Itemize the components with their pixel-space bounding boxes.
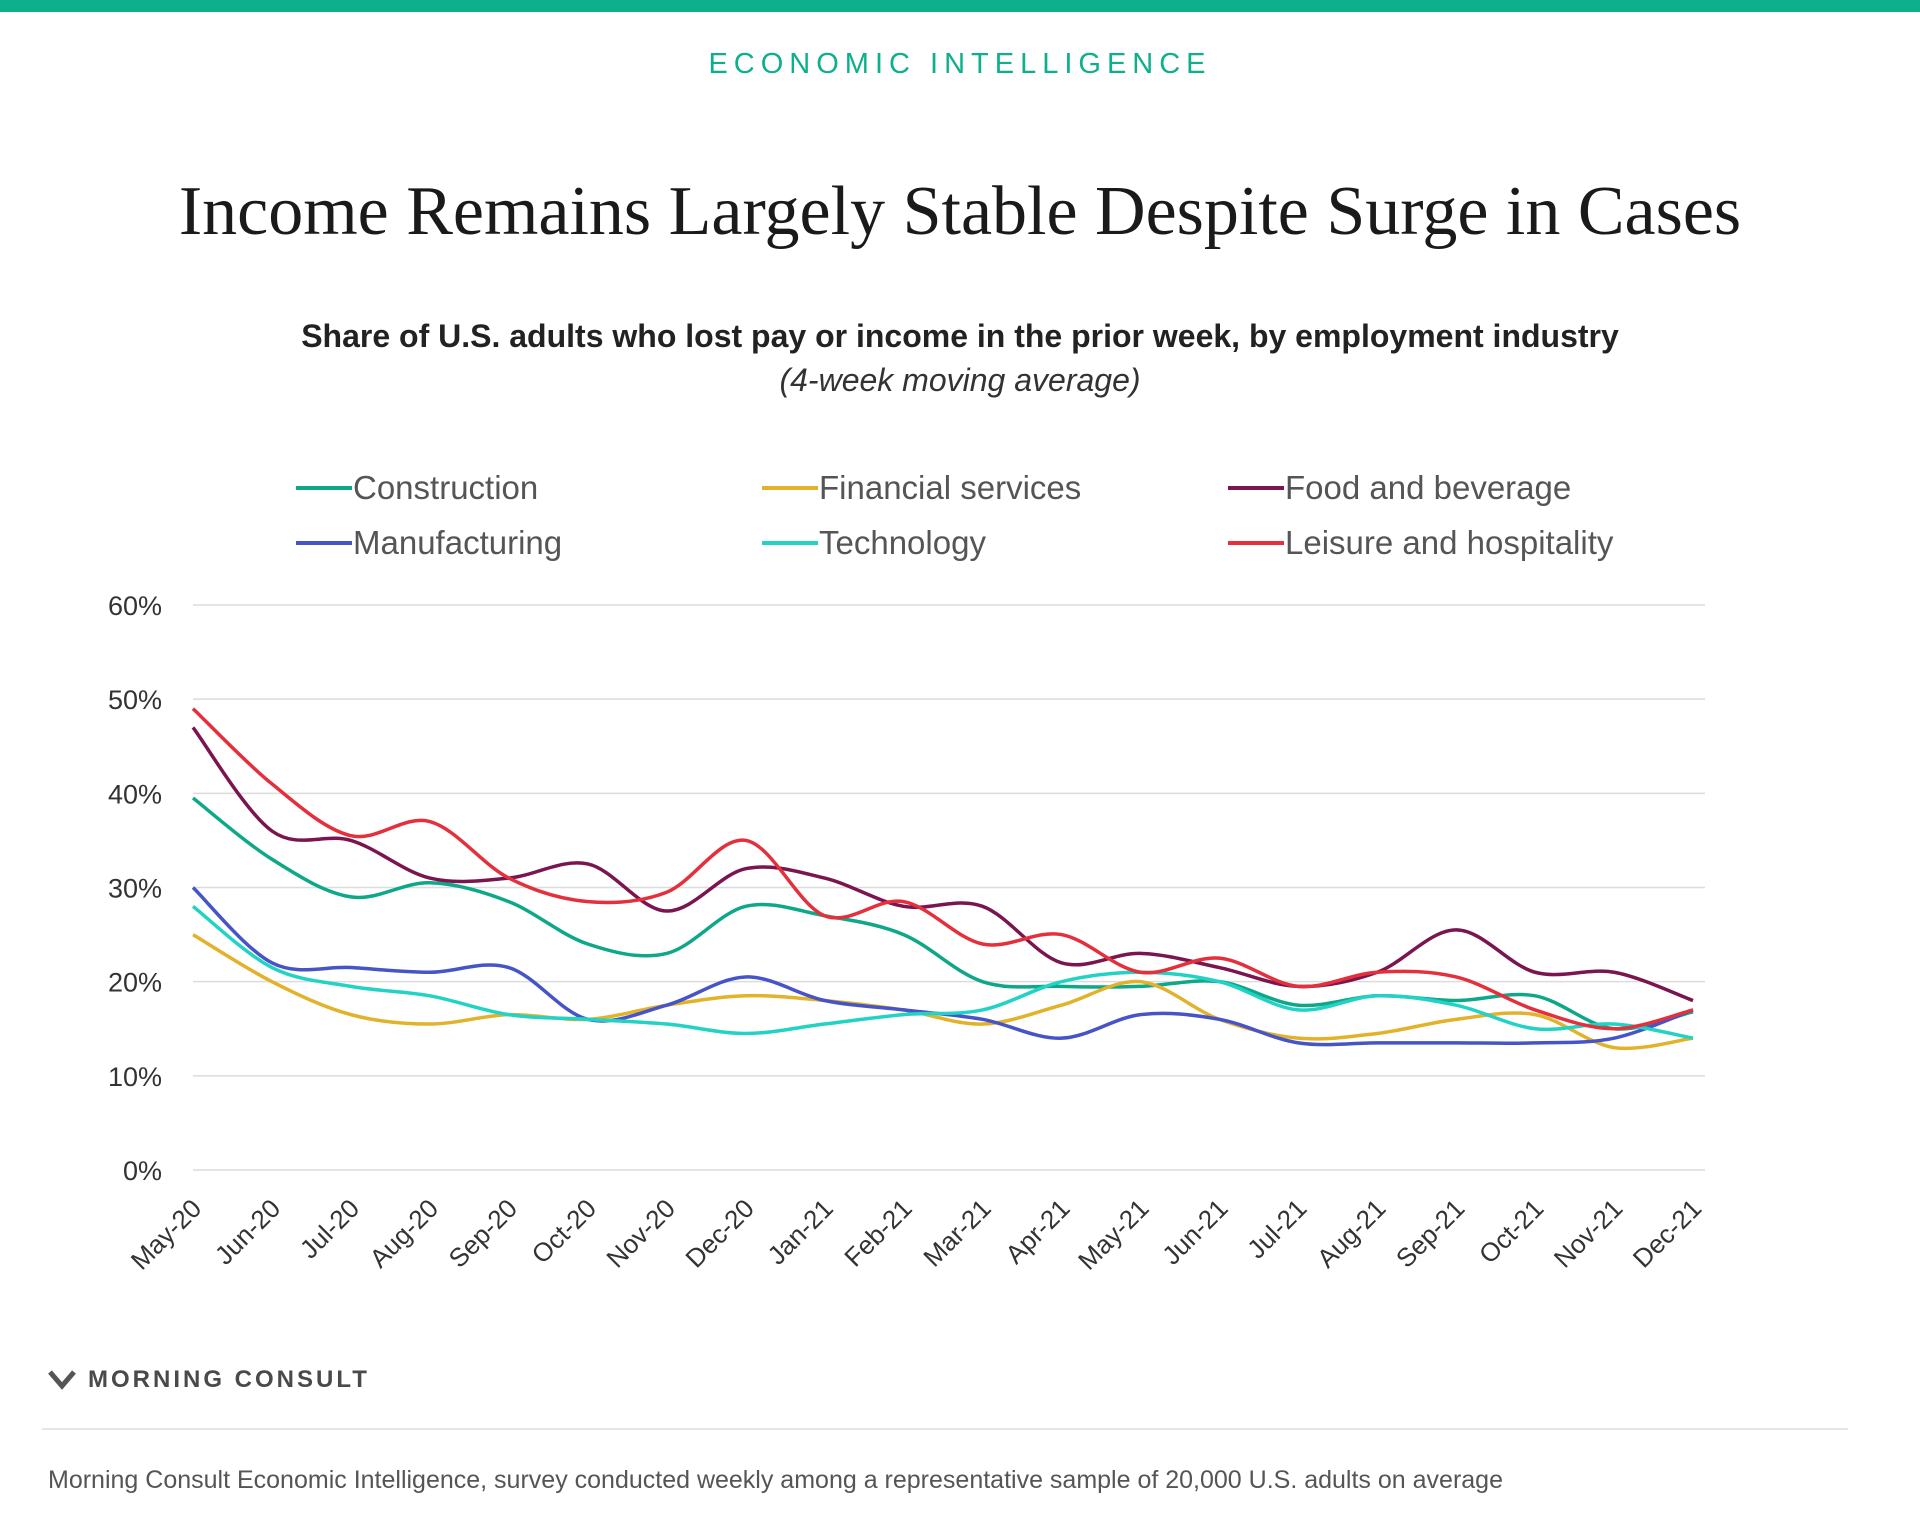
- x-tick-label: Jun-20: [209, 1193, 286, 1270]
- x-tick-label: Mar-21: [917, 1193, 996, 1272]
- series-line-leisure-and-hospitality: [191, 707, 1694, 1031]
- brand-name: MORNING CONSULT: [88, 1366, 370, 1393]
- series-line-construction: [191, 796, 1694, 1031]
- series-line-technology: [191, 904, 1694, 1040]
- y-tick-label: 50%: [108, 685, 162, 715]
- x-tick-label: Nov-21: [1548, 1193, 1628, 1273]
- top-accent-bar: [0, 0, 1920, 12]
- legend-label: Manufacturing: [353, 524, 562, 561]
- series-lines: [191, 707, 1694, 1051]
- series-line-financial-services: [192, 933, 1694, 1051]
- x-tick-label: Aug-21: [1311, 1193, 1391, 1273]
- legend-label: Financial services: [819, 469, 1081, 506]
- series-line-manufacturing: [191, 886, 1694, 1047]
- y-tick-label: 10%: [108, 1062, 162, 1092]
- x-tick-label: Jan-21: [761, 1193, 838, 1270]
- series-line-food-and-beverage: [191, 726, 1694, 1003]
- y-tick-label: 60%: [108, 591, 162, 621]
- x-tick-label: Oct-21: [1473, 1193, 1549, 1269]
- source-footnote: Morning Consult Economic Intelligence, s…: [48, 1466, 1503, 1494]
- grid: [193, 604, 1705, 1171]
- chart-subtitle: Share of U.S. adults who lost pay or inc…: [301, 318, 1619, 354]
- legend-label: Food and beverage: [1285, 469, 1571, 506]
- x-tick-label: Jun-21: [1156, 1193, 1233, 1270]
- y-tick-label: 40%: [108, 779, 162, 809]
- y-axis: 0% 10% 20% 30% 40% 50% 60%: [108, 591, 162, 1186]
- x-tick-label: Jul-21: [1241, 1193, 1312, 1264]
- chart-title: Income Remains Largely Stable Despite Su…: [178, 173, 1742, 250]
- x-tick-label: Apr-21: [999, 1193, 1075, 1269]
- legend-label: Technology: [819, 524, 986, 561]
- legend: Construction Financial services Food and b…: [296, 469, 1614, 561]
- line-chart: Construction Financial services Food and b…: [108, 469, 1708, 1276]
- y-tick-label: 0%: [123, 1156, 162, 1186]
- legend-label: Leisure and hospitality: [1285, 524, 1614, 561]
- y-tick-label: 20%: [108, 968, 162, 998]
- footer-divider: [42, 1428, 1848, 1430]
- brand: MORNING CONSULT: [48, 1366, 370, 1394]
- legend-label: Construction: [353, 469, 538, 506]
- eyebrow-label: ECONOMIC INTELLIGENCE: [708, 48, 1212, 80]
- x-tick-label: Dec-21: [1627, 1193, 1707, 1273]
- x-tick-label: May-20: [125, 1193, 208, 1276]
- x-tick-label: Aug-20: [364, 1193, 444, 1273]
- y-tick-label: 30%: [108, 874, 162, 904]
- x-tick-label: Sep-20: [443, 1193, 523, 1273]
- x-tick-label: Jul-20: [294, 1193, 365, 1264]
- chart-subtitle-note: (4-week moving average): [779, 362, 1141, 398]
- mc-chevron-logo-icon: [48, 1370, 76, 1390]
- x-tick-label: Feb-21: [838, 1193, 917, 1272]
- x-tick-label: May-21: [1072, 1193, 1155, 1276]
- x-tick-label: Nov-20: [600, 1193, 680, 1273]
- x-tick-label: Dec-20: [679, 1193, 759, 1273]
- x-tick-label: Sep-21: [1390, 1193, 1470, 1273]
- x-tick-label: Oct-20: [526, 1193, 602, 1269]
